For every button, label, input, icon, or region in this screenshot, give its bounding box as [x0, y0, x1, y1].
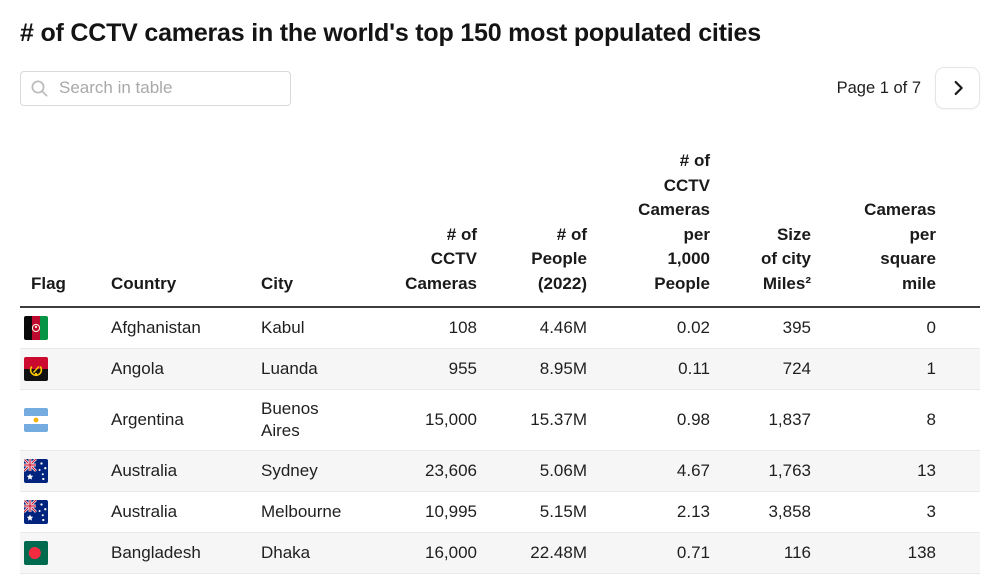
cell-people: 5.15M [539, 502, 587, 521]
cell-city_size: 1,763 [768, 461, 811, 480]
column-header-city: City [261, 273, 294, 293]
cell-per_sq_mile: 3 [926, 502, 936, 521]
cell-per_sq_mile: 1 [926, 359, 936, 378]
flag-cell [20, 451, 100, 492]
australia-flag-icon [24, 500, 48, 524]
table-body: Afghanistan Kabul 108 4.46M 0.02 395 0 Angola Lu… [20, 307, 980, 574]
cell-cameras: 955 [448, 359, 477, 378]
cell-per_1000: 4.67 [676, 461, 710, 480]
column-header-country: Country [111, 273, 177, 293]
cell-city_size: 395 [782, 318, 811, 337]
cell-city: Buenos Aires [261, 399, 319, 440]
flag-cell [20, 349, 100, 390]
page-title: # of CCTV cameras in the world's top 150… [20, 19, 761, 47]
search-icon [30, 79, 49, 98]
cell-city: Luanda [261, 359, 318, 378]
next-page-button[interactable] [935, 67, 980, 109]
cell-cameras: 23,606 [425, 461, 477, 480]
cell-per_1000: 0.02 [676, 318, 710, 337]
header-row: Flag Country City # of CCTV Cameras # of Peo… [20, 149, 980, 307]
cell-city_size: 724 [782, 359, 811, 378]
argentina-flag-icon [24, 408, 48, 432]
cell-city_size: 1,837 [768, 410, 811, 429]
table-row: Afghanistan Kabul 108 4.46M 0.02 395 0 [20, 307, 980, 349]
pagination: Page 1 of 7 [837, 67, 980, 109]
cell-per_sq_mile: 138 [907, 543, 936, 562]
flag-cell [20, 533, 100, 574]
cell-city_size: 3,858 [768, 502, 811, 521]
column-header-city_size: Size of city Miles² [760, 224, 811, 293]
flag-cell [20, 307, 100, 349]
column-header-per_sq_mile: Cameras per square mile [864, 200, 936, 293]
cell-city: Kabul [261, 318, 305, 337]
cell-cameras: 10,995 [425, 502, 477, 521]
cell-per_sq_mile: 13 [917, 461, 936, 480]
cell-people: 5.06M [539, 461, 587, 480]
table-row: Argentina Buenos Aires 15,000 15.37M 0.98 1,8… [20, 390, 980, 451]
cell-per_1000: 2.13 [676, 502, 710, 521]
page: # of CCTV cameras in the world's top 150… [0, 18, 1000, 574]
table-row: Australia Melbourne 10,995 5.15M 2.13 3,858 3 [20, 492, 980, 533]
cell-country: Australia [111, 502, 178, 521]
cell-country: Angola [111, 359, 164, 378]
cell-cameras: 108 [448, 318, 477, 337]
cell-country: Argentina [111, 410, 184, 429]
cell-city_size: 116 [783, 543, 811, 562]
cell-country: Afghanistan [111, 318, 201, 337]
cell-cameras: 16,000 [425, 543, 477, 562]
search-box[interactable] [20, 70, 291, 106]
cell-city: Melbourne [261, 502, 342, 521]
flag-cell [20, 390, 100, 451]
pagination-label: Page 1 of 7 [836, 78, 921, 97]
cell-country: Bangladesh [111, 543, 201, 562]
cell-city: Dhaka [261, 543, 311, 562]
cell-per_1000: 0.98 [676, 410, 710, 429]
table-row: Australia Sydney 23,606 5.06M 4.67 1,763 13 [20, 450, 980, 492]
cell-per_sq_mile: 8 [926, 410, 936, 429]
cell-country: Australia [111, 461, 178, 480]
cell-cameras: 15,000 [425, 410, 477, 429]
search-input[interactable] [57, 77, 281, 99]
cell-people: 4.46M [539, 318, 587, 337]
cell-people: 8.95M [539, 359, 587, 378]
column-header-flag: Flag [31, 273, 66, 293]
cctv-table: Flag Country City # of CCTV Cameras # of Peo… [20, 149, 980, 574]
cell-per_sq_mile: 0 [926, 318, 936, 337]
column-header-people: # of People (2022) [531, 224, 587, 293]
cell-per_1000: 0.71 [676, 543, 710, 562]
table-row: Bangladesh Dhaka 16,000 22.48M 0.71 116 138 [20, 532, 980, 574]
australia-flag-icon [24, 459, 48, 483]
column-header-cameras: # of CCTV Cameras [405, 224, 477, 293]
cell-people: 15.37M [530, 410, 587, 429]
cell-city: Sydney [261, 461, 318, 480]
table-row: Angola Luanda 955 8.95M 0.11 724 1 [20, 348, 980, 390]
flag-cell [20, 492, 100, 533]
angola-flag-icon [24, 357, 48, 381]
cell-per_1000: 0.11 [678, 359, 710, 378]
table-header: Flag Country City # of CCTV Cameras # of Peo… [20, 149, 980, 307]
chevron-right-icon [947, 77, 969, 99]
afghanistan-flag-icon [24, 316, 48, 340]
bangladesh-flag-icon [24, 541, 48, 565]
toolbar: Page 1 of 7 [20, 67, 980, 109]
cell-people: 22.48M [530, 543, 587, 562]
column-header-per_1000: # of CCTV Cameras per 1,000 People [638, 151, 710, 293]
